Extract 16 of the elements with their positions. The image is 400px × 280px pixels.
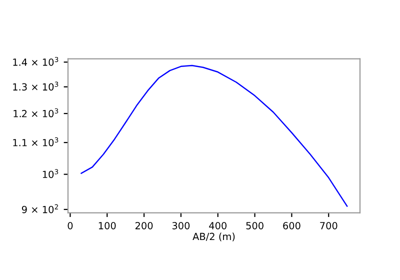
y-tick-label: 1.2 × 10$^{3}$ bbox=[14, 108, 58, 118]
x-tick-label: 100 bbox=[98, 222, 116, 230]
x-tick-label: 600 bbox=[283, 222, 300, 230]
x-tick-label: 400 bbox=[209, 222, 227, 230]
x-tick-label: 500 bbox=[246, 222, 264, 230]
x-axis-title: AB/2 (m) bbox=[192, 232, 235, 242]
x-tick-label: 0 bbox=[68, 222, 73, 230]
y-tick-label: 1.3 × 10$^{3}$ bbox=[13, 82, 58, 91]
x-tick-label: 300 bbox=[172, 222, 190, 230]
line-series bbox=[80, 64, 348, 207]
x-tick-label: 700 bbox=[320, 222, 338, 230]
y-tick-label: 1.4 × 10$^{3}$ bbox=[13, 56, 58, 66]
y-tick-label: 9 × 10$^{2}$ bbox=[22, 204, 58, 214]
x-tick-label: 200 bbox=[135, 222, 153, 230]
y-tick-label: 1.1 × 10$^{3}$ bbox=[13, 137, 58, 146]
y-tick-label: 10$^{3}$ bbox=[42, 169, 58, 178]
